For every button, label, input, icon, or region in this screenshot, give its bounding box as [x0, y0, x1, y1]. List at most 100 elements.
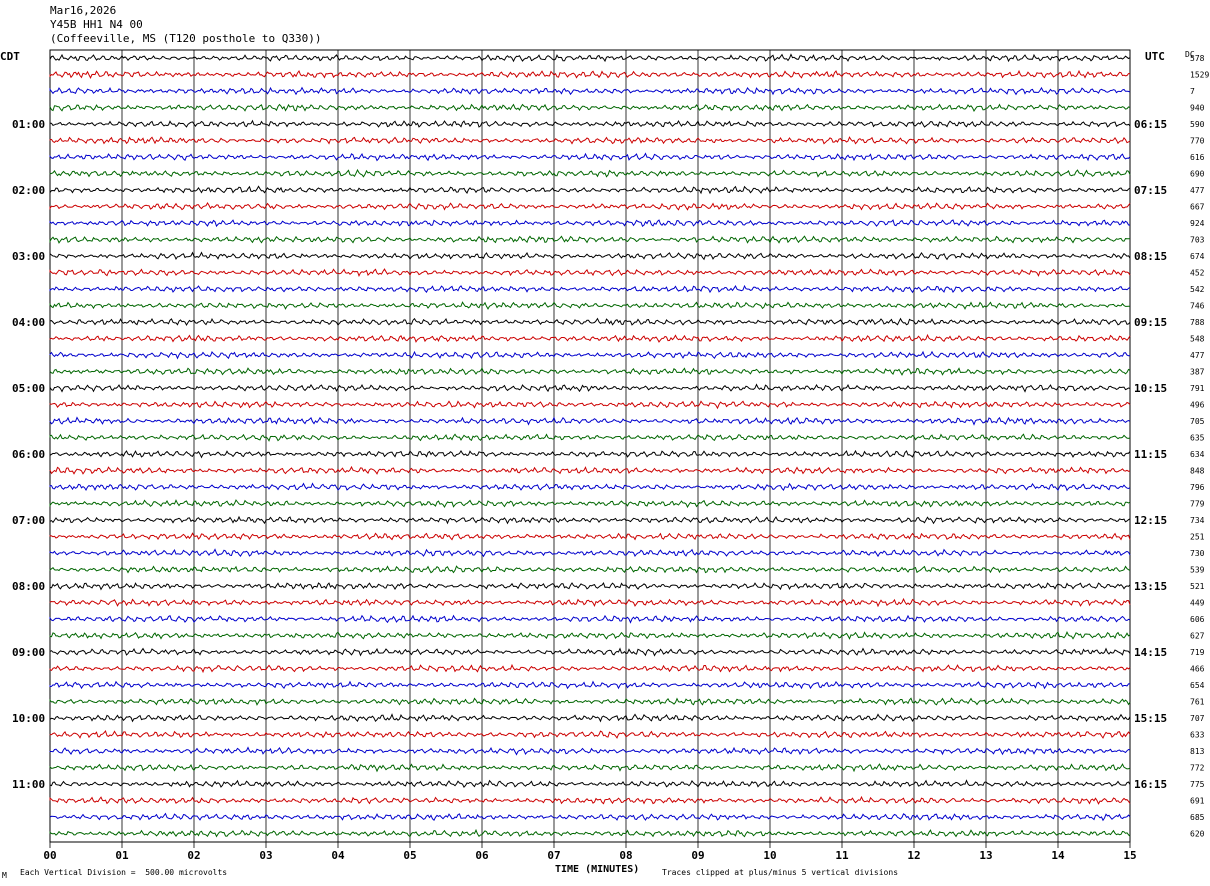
seismic-trace: [49, 433, 1131, 442]
right-hour-label: 07:15: [1134, 184, 1167, 197]
right-hour-label: 10:15: [1134, 382, 1167, 395]
dc-value: 796: [1190, 483, 1205, 492]
seismic-trace: [49, 812, 1131, 822]
x-tick-label: 10: [763, 849, 776, 862]
x-tick-label: 04: [331, 849, 345, 862]
seismic-trace: [49, 614, 1131, 624]
right-hour-label: 16:15: [1134, 778, 1167, 791]
dc-value: 452: [1190, 269, 1205, 278]
dc-value: 691: [1190, 797, 1205, 806]
left-hour-label: 01:00: [12, 118, 45, 131]
dc-value: 251: [1190, 533, 1205, 542]
station-label: Y45B HH1 N4 00: [50, 18, 143, 31]
dc-value: 542: [1190, 285, 1205, 294]
location-label: (Coffeeville, MS (T120 posthole to Q330)…: [50, 32, 322, 45]
dc-value: 590: [1190, 120, 1205, 129]
dc-value: 746: [1190, 302, 1205, 311]
x-tick-label: 00: [43, 849, 56, 862]
dc-value: 634: [1190, 450, 1205, 459]
seismic-trace: [49, 103, 1131, 113]
clip-note: Traces clipped at plus/minus 5 vertical …: [662, 868, 899, 877]
dc-value: 940: [1190, 104, 1205, 113]
chart-traces: [49, 53, 1131, 838]
right-hour-label: 15:15: [1134, 712, 1167, 725]
seismic-trace: [49, 565, 1131, 574]
dc-value: 620: [1190, 830, 1205, 839]
dc-value: 548: [1190, 335, 1205, 344]
seismic-trace: [49, 482, 1131, 492]
right-hour-label: 13:15: [1134, 580, 1167, 593]
seismic-trace: [49, 779, 1131, 788]
seismic-trace: [49, 251, 1131, 261]
seismic-trace: [49, 465, 1131, 475]
dc-label: DC: [1185, 50, 1195, 59]
seismic-trace: [49, 548, 1131, 558]
dc-value: 7: [1190, 87, 1195, 96]
seismic-trace: [49, 152, 1131, 162]
dc-value: 578: [1190, 54, 1205, 63]
dc-value: 477: [1190, 186, 1205, 195]
left-hour-label: 11:00: [12, 778, 45, 791]
dc-value: 707: [1190, 714, 1205, 723]
left-hour-label: 08:00: [12, 580, 45, 593]
seismic-trace: [49, 119, 1131, 128]
seismic-trace: [49, 499, 1131, 509]
dc-value: 775: [1190, 780, 1205, 789]
seismic-trace: [49, 317, 1131, 327]
dc-value: 779: [1190, 500, 1205, 509]
seismic-trace: [49, 301, 1131, 310]
seismic-trace: [49, 284, 1131, 294]
seismic-trace: [49, 449, 1131, 459]
dc-value: 627: [1190, 632, 1205, 641]
right-hour-label: 06:15: [1134, 118, 1167, 131]
chart-grid: [49, 49, 1131, 848]
seismic-trace: [49, 333, 1131, 343]
right-hour-label: 14:15: [1134, 646, 1167, 659]
x-tick-label: 11: [835, 849, 849, 862]
right-hour-label: 09:15: [1134, 316, 1167, 329]
seismic-trace: [49, 697, 1131, 706]
dc-value: 654: [1190, 681, 1205, 690]
plot-frame: [49, 49, 1131, 843]
x-tick-label: 13: [979, 849, 992, 862]
seismic-trace: [49, 185, 1131, 195]
x-tick-label: 02: [187, 849, 200, 862]
dc-value: 813: [1190, 747, 1205, 756]
right-hour-label: 11:15: [1134, 448, 1167, 461]
seismic-trace: [49, 828, 1131, 838]
seismic-trace: [49, 631, 1131, 640]
right-hour-label: 08:15: [1134, 250, 1167, 263]
seismic-trace: [49, 795, 1131, 805]
dc-value: 633: [1190, 731, 1205, 740]
dc-value: 539: [1190, 566, 1205, 575]
seismic-trace: [49, 219, 1131, 228]
dc-value: 635: [1190, 434, 1205, 443]
dc-value: 685: [1190, 813, 1205, 822]
dc-value: 703: [1190, 236, 1205, 245]
seismic-trace: [49, 416, 1131, 426]
dc-value: 761: [1190, 698, 1205, 707]
dc-value: 616: [1190, 153, 1205, 162]
x-tick-label: 01: [115, 849, 129, 862]
scale-note: Each Vertical Division = 500.00 microvol…: [20, 868, 228, 877]
dc-value: 521: [1190, 582, 1205, 591]
dc-value: 924: [1190, 219, 1205, 228]
dc-value: 667: [1190, 203, 1205, 212]
seismic-trace: [49, 763, 1131, 773]
seismic-trace: [49, 383, 1131, 393]
seismic-trace: [49, 746, 1131, 756]
seismic-trace: [49, 69, 1130, 79]
x-tick-label: 05: [403, 849, 416, 862]
seismic-trace: [49, 532, 1131, 541]
seismic-trace: [49, 86, 1131, 96]
seismic-trace: [49, 367, 1131, 376]
seismic-trace: [49, 680, 1131, 690]
left-hour-label: 02:00: [12, 184, 45, 197]
seismic-trace: [49, 582, 1131, 591]
left-hour-label: 09:00: [12, 646, 45, 659]
dc-value: 496: [1190, 401, 1205, 410]
dc-value: 788: [1190, 318, 1205, 327]
dc-value: 606: [1190, 615, 1205, 624]
seismic-trace: [49, 400, 1131, 410]
seismic-trace: [49, 202, 1131, 211]
